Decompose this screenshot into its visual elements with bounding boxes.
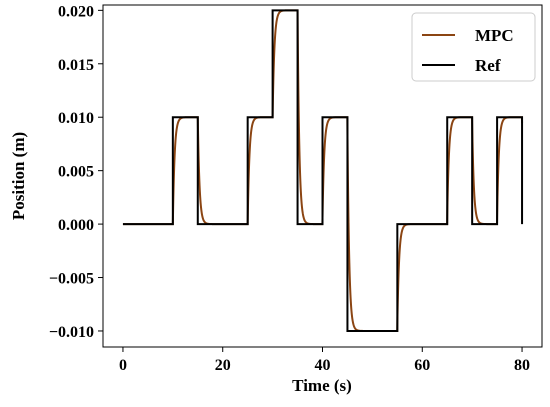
y-tick-label: −0.005 <box>49 271 94 288</box>
y-tick-label: 0.015 <box>58 57 94 74</box>
legend-label-mpc: MPC <box>475 26 514 45</box>
x-tick-label: 40 <box>315 357 331 374</box>
y-tick-label: 0.000 <box>58 217 94 234</box>
x-tick-label: 80 <box>514 357 530 374</box>
y-axis-label: Position (m) <box>9 132 28 220</box>
y-tick-label: 0.020 <box>58 3 94 20</box>
y-tick-label: 0.010 <box>58 110 94 127</box>
legend-label-ref: Ref <box>475 56 501 75</box>
y-tick-label: 0.005 <box>58 164 94 181</box>
series-layer <box>122 9 524 332</box>
tick-layer: 0 20 40 60 80 −0.010 −0.005 0.000 0.005 0.010 0.01… <box>49 3 530 374</box>
x-axis-label: Time (s) <box>292 376 352 395</box>
x-tick-label: 0 <box>119 357 127 374</box>
x-tick-label: 20 <box>215 357 231 374</box>
x-tick-label: 60 <box>414 357 430 374</box>
legend: MPC Ref <box>411 12 536 82</box>
legend-box <box>411 12 536 82</box>
series-line-ref <box>122 9 524 332</box>
y-tick-label: −0.010 <box>49 324 94 341</box>
